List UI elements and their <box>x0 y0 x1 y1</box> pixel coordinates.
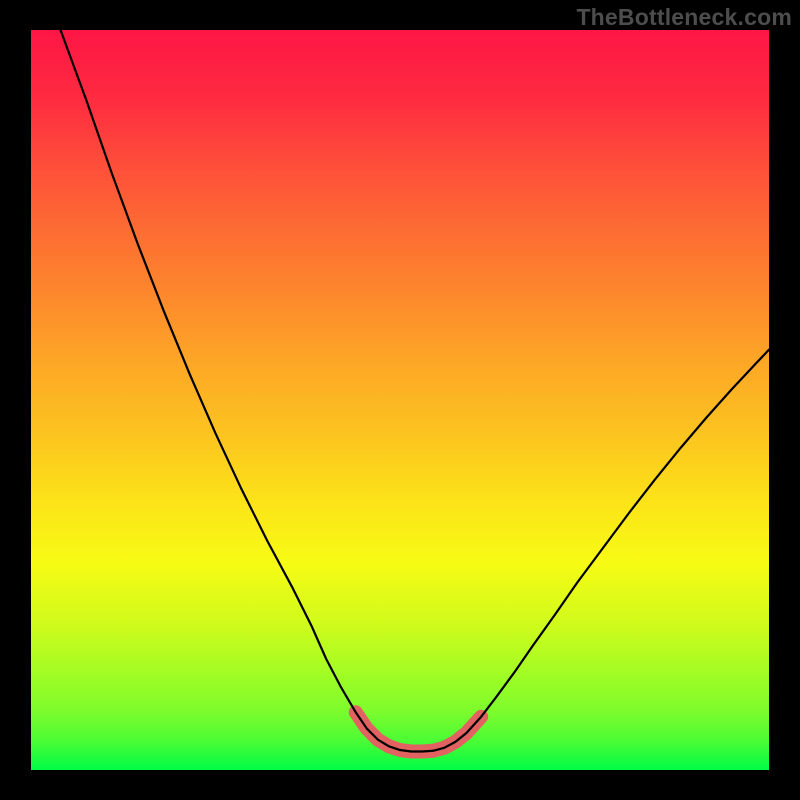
plot-gradient-background <box>31 30 769 770</box>
chart-wrapper: TheBottleneck.com <box>0 0 800 800</box>
bottleneck-chart <box>0 0 800 800</box>
